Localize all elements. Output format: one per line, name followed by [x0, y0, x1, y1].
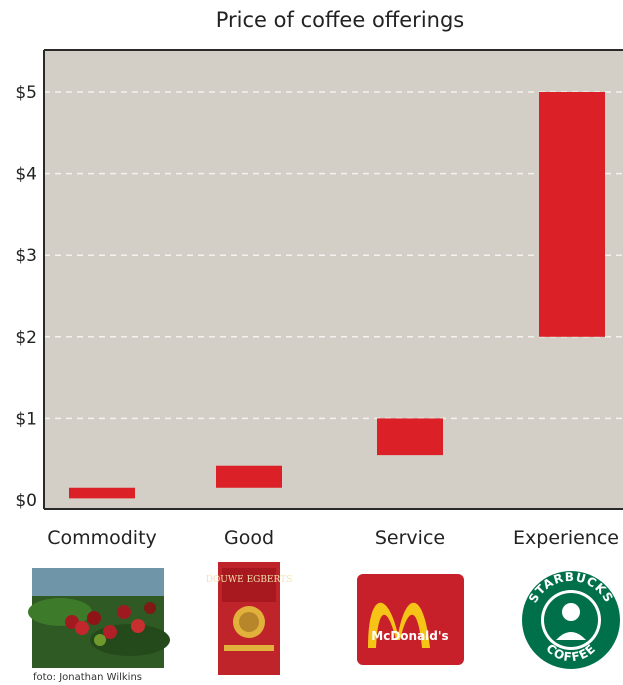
package-brand-text: DOUWE EGBERTS [206, 575, 293, 585]
photo-credit: foto: Jonathan Wilkins [33, 672, 142, 683]
starbucks-logo: STARBUCKS COFFEE [522, 570, 620, 669]
coffee-cherries-photo: foto: Jonathan Wilkins [28, 568, 170, 683]
starbucks-bottom-text: COFFEE [543, 641, 598, 664]
price-range-bar [539, 92, 605, 337]
gridlines [44, 91, 623, 420]
price-range-bar [216, 465, 282, 488]
bars [69, 92, 605, 499]
plot-area [44, 50, 623, 509]
y-tick-label: $5 [15, 83, 37, 103]
category-labels: Commodity Good Service Experience [47, 527, 619, 549]
y-tick-label: $3 [15, 246, 37, 266]
y-tick-label: $1 [15, 409, 37, 429]
y-axis-ticks: $0 $1 $2 $3 $4 $5 [15, 83, 37, 511]
mcdonalds-logo: McDonald's [357, 574, 464, 665]
category-label: Commodity [47, 527, 157, 549]
chart-title: Price of coffee offerings [216, 8, 464, 32]
y-tick-label: $0 [15, 491, 37, 511]
category-label: Service [375, 527, 445, 549]
mcdonalds-wordmark: McDonald's [371, 629, 448, 643]
category-label: Good [224, 527, 274, 549]
price-range-bar [377, 418, 443, 456]
y-tick-label: $2 [15, 328, 37, 348]
category-label: Experience [513, 527, 619, 549]
price-range-bar [69, 487, 135, 499]
douwe-egberts-package: DOUWE EGBERTS [206, 562, 293, 675]
y-tick-label: $4 [15, 165, 37, 185]
